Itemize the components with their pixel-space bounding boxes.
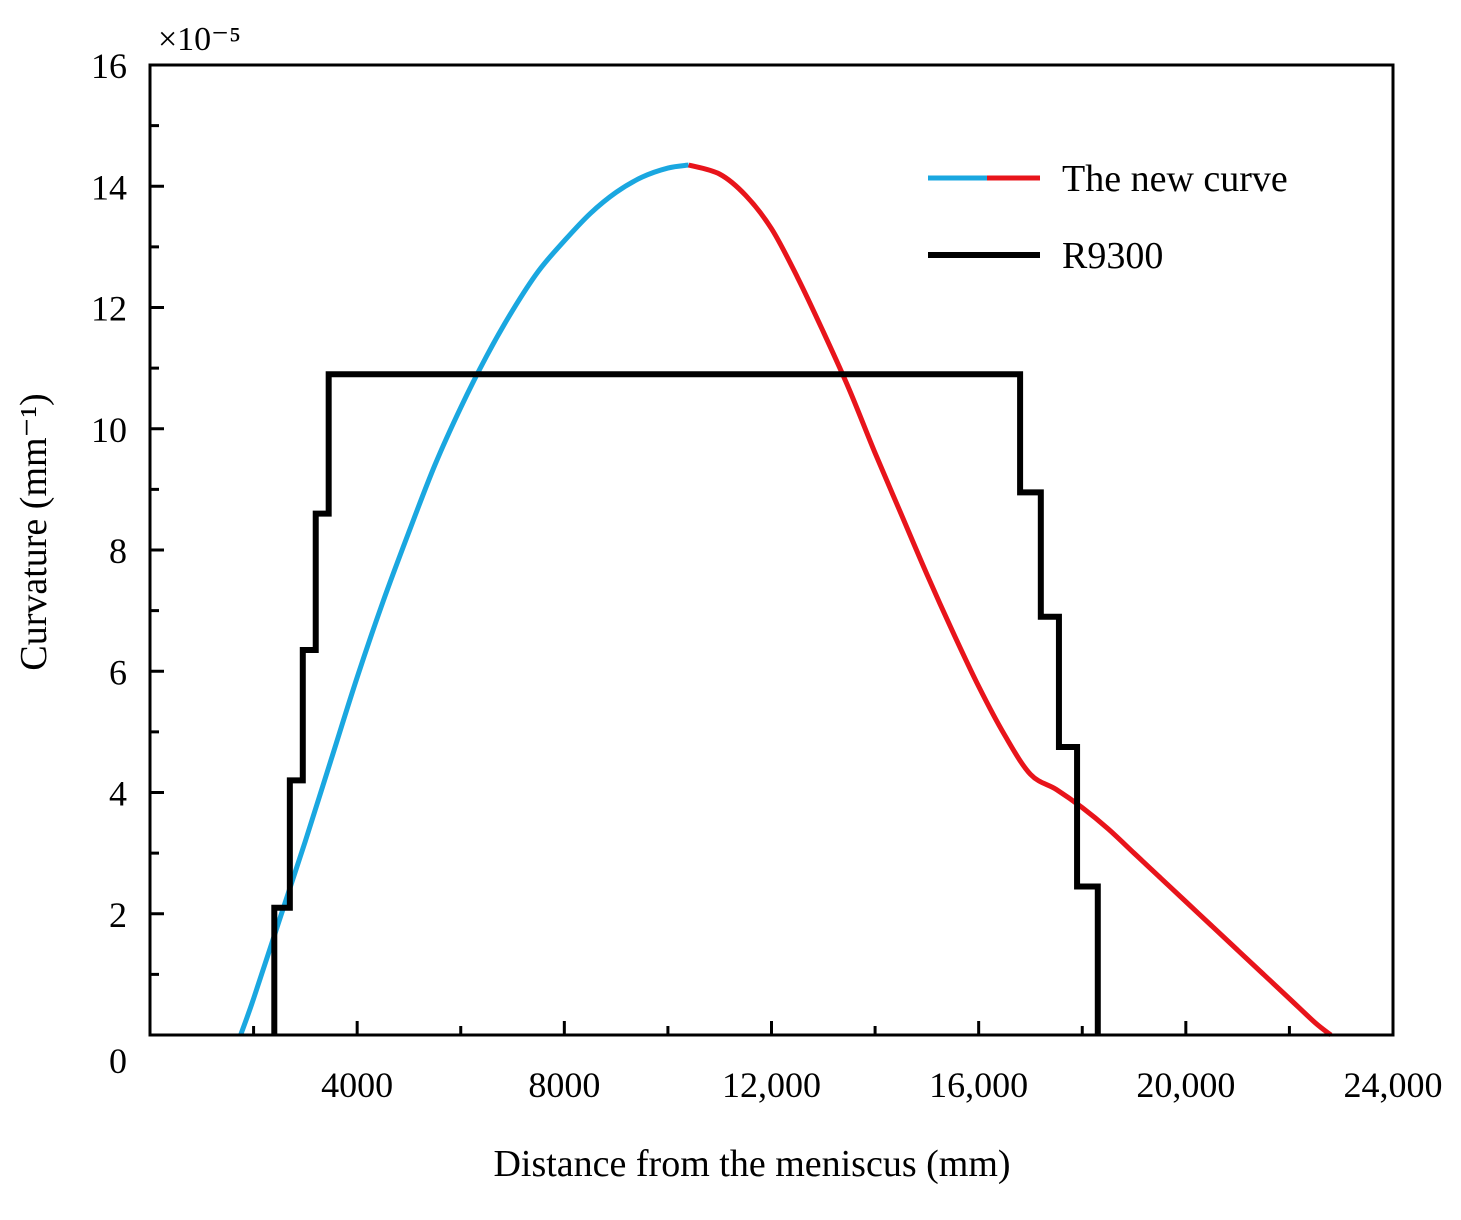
- y-tick-label: 6: [109, 652, 127, 692]
- y-tick-label: 8: [109, 531, 127, 571]
- x-tick-label: 4000: [321, 1065, 393, 1105]
- x-tick-label: 24,000: [1344, 1065, 1443, 1105]
- plot-frame: [148, 63, 1395, 1037]
- y-tick-label: 14: [91, 167, 127, 207]
- new-curve-rising-line: [238, 162, 689, 1036]
- y-tick-label: 16: [91, 46, 127, 86]
- y-tick-label: 10: [91, 410, 127, 450]
- y-tick-label: 4: [109, 774, 127, 814]
- axis-ticks: [150, 124, 1395, 1035]
- x-tick-label: 20,000: [1136, 1065, 1235, 1105]
- legend-label-r9300: R9300: [1062, 235, 1163, 277]
- r9300-step-line: [271, 371, 1101, 1035]
- legend-label-new-curve: The new curve: [1062, 158, 1288, 200]
- y-multiplier: ×10⁻⁵: [158, 21, 241, 58]
- y-axis-label: Curvature (mm⁻¹): [13, 393, 55, 670]
- x-tick-label: 8000: [528, 1065, 600, 1105]
- x-tick-label: 12,000: [722, 1065, 821, 1105]
- x-tick-label: 16,000: [929, 1065, 1028, 1105]
- y-tick-label: 0: [109, 1041, 127, 1081]
- y-tick-label: 2: [109, 895, 127, 935]
- series-layer: [238, 162, 1333, 1037]
- legend: The new curve R9300: [928, 158, 1288, 277]
- new-curve-falling-line: [687, 162, 1333, 1037]
- y-tick-label: 12: [91, 289, 127, 329]
- x-axis-label: Distance from the meniscus (mm): [493, 1143, 1010, 1185]
- tick-labels: 4000 8000 12,000 16,000 20,000 24,000 0 2 4 6 8 10 1…: [91, 46, 1443, 1105]
